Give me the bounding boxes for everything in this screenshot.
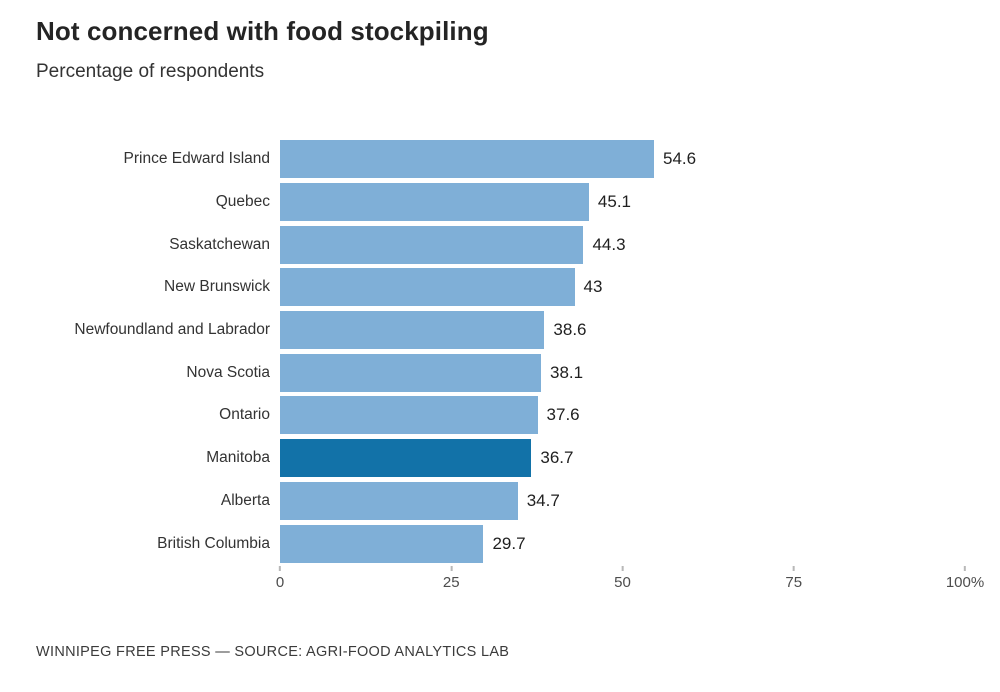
category-label: Ontario: [219, 406, 270, 424]
bar-chart: Prince Edward Island 54.6 Quebec 45.1 Saskat…: [0, 138, 1000, 565]
bar-row: New Brunswick 43: [0, 266, 1000, 309]
tick-mark: [621, 566, 624, 571]
x-axis-tick: 75: [785, 566, 802, 591]
bar-highlighted: [280, 439, 532, 478]
chart-subtitle: Percentage of respondents: [36, 61, 265, 82]
value-label: 37.6: [546, 405, 580, 425]
value-label: 38.1: [549, 362, 584, 382]
value-label: 44.3: [592, 234, 626, 254]
tick-label: 100%: [945, 574, 985, 591]
bar-row: Ontario 37.6: [0, 394, 1000, 437]
bar: [280, 268, 575, 307]
bar: [280, 481, 518, 520]
bar-row: British Columbia 29.7: [0, 522, 1000, 565]
tick-label: 0: [275, 574, 285, 591]
bar-row: Saskatchewan 44.3: [0, 223, 1000, 266]
category-label: Manitoba: [206, 449, 270, 467]
bar: [280, 225, 584, 264]
bar-row: Quebec 45.1: [0, 181, 1000, 224]
value-label: 54.6: [663, 149, 697, 169]
tick-label: 25: [442, 574, 460, 591]
bar-row: Prince Edward Island 54.6: [0, 138, 1000, 181]
x-axis-tick: 0: [276, 566, 284, 591]
tick-mark: [792, 566, 795, 571]
x-axis-tick: 100%: [946, 566, 984, 591]
category-label: Alberta: [220, 491, 270, 509]
bar-row: Newfoundland and Labrador 38.6: [0, 309, 1000, 352]
category-label: Prince Edward Island: [123, 150, 270, 168]
value-label: 43: [583, 277, 603, 297]
tick-label: 50: [614, 574, 631, 591]
bar: [280, 183, 589, 222]
category-label: Saskatchewan: [169, 235, 270, 253]
bar: [280, 353, 541, 392]
value-label: 34.7: [526, 490, 560, 510]
value-label: 36.7: [540, 448, 574, 468]
bar: [280, 396, 538, 435]
source-credit: WINNIPEG FREE PRESS — SOURCE: AGRI-FOOD …: [36, 644, 510, 660]
x-axis: 0 25 50 75 100%: [0, 566, 1000, 600]
bar-row: Nova Scotia 38.1: [0, 351, 1000, 394]
bar: [280, 140, 654, 179]
x-axis-tick: 50: [614, 566, 631, 591]
x-axis-tick: 25: [443, 566, 460, 591]
tick-mark: [964, 566, 966, 571]
category-label: Newfoundland and Labrador: [74, 321, 270, 339]
tick-label: 75: [785, 574, 803, 591]
category-label: Quebec: [215, 193, 270, 211]
bar: [280, 524, 484, 563]
value-label: 29.7: [492, 533, 526, 553]
tick-mark: [279, 566, 281, 571]
value-label: 45.1: [597, 192, 632, 212]
category-label: New Brunswick: [164, 278, 270, 296]
category-label: Nova Scotia: [186, 363, 270, 381]
category-label: British Columbia: [157, 534, 270, 552]
bar: [280, 311, 545, 350]
chart-title: Not concerned with food stockpiling: [36, 16, 489, 46]
bar-row: Manitoba 36.7: [0, 437, 1000, 480]
value-label: 38.6: [553, 320, 587, 340]
tick-mark: [450, 566, 453, 571]
bar-row: Alberta 34.7: [0, 480, 1000, 523]
